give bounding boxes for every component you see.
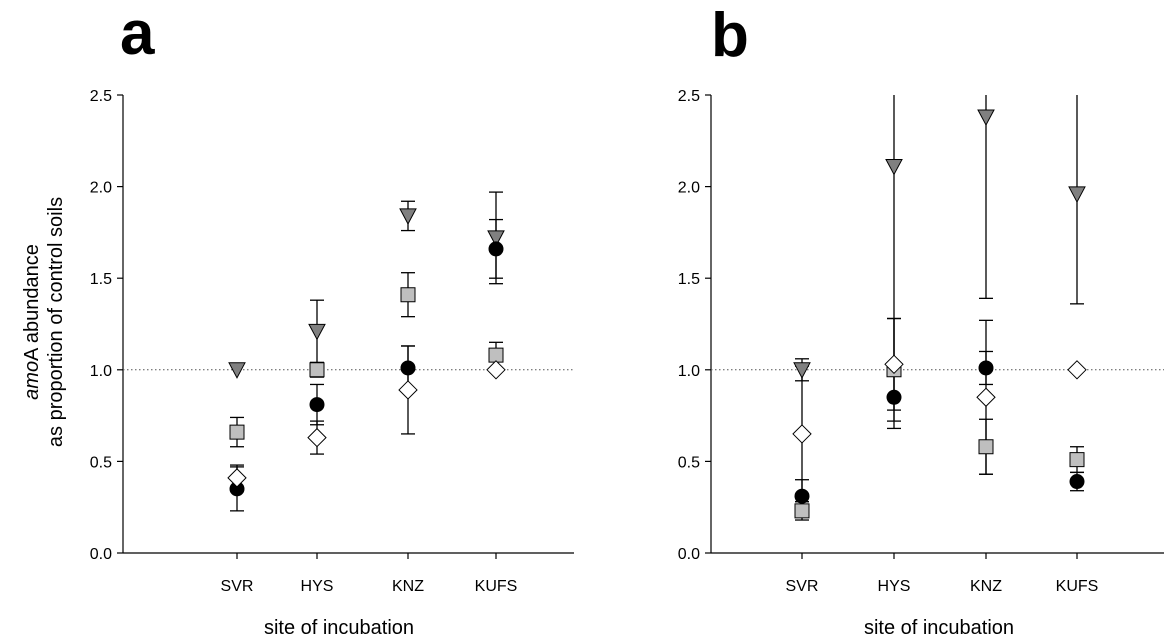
data-point-diamond [486, 360, 506, 380]
data-point-diamond [884, 354, 904, 375]
x-tick-label: SVR [786, 578, 819, 595]
data-point-square [229, 424, 245, 440]
y-tick-label: 0.0 [678, 546, 700, 563]
y-tick-label: 2.5 [678, 88, 700, 105]
data-point-square [309, 362, 325, 378]
data-point-triangle-down [487, 230, 505, 247]
y-axis-title-rest: A abundance [21, 244, 43, 361]
y-tick-label: 2.0 [90, 180, 112, 197]
data-point-triangle-down [228, 362, 246, 379]
data-point-circle [309, 397, 325, 413]
data-point-diamond [307, 427, 327, 448]
data-point-diamond [227, 468, 247, 488]
data-point-diamond [398, 380, 418, 400]
data-point-triangle-down [1068, 186, 1086, 203]
data-point-square [400, 287, 416, 303]
data-point-triangle-down [977, 109, 995, 127]
data-point-circle [794, 488, 810, 504]
y-tick-label: 1.0 [90, 363, 112, 380]
panel-letter-a: a [120, 0, 155, 68]
y-tick-label: 2.0 [678, 180, 700, 197]
x-tick-label: HYS [878, 578, 911, 595]
data-point-diamond [976, 387, 996, 407]
x-axis-title-a: site of incubation [264, 617, 414, 639]
data-point-square [1069, 452, 1085, 468]
y-tick-label: 2.5 [90, 88, 112, 105]
x-tick-label: SVR [221, 578, 254, 595]
data-point-triangle-down [793, 362, 811, 379]
x-tick-label: KNZ [392, 578, 424, 595]
data-point-triangle-down [399, 208, 417, 225]
data-point-circle [488, 241, 504, 257]
x-tick-label: KNZ [970, 578, 1002, 595]
y-tick-label: 0.5 [678, 454, 700, 471]
y-axis-title-italic: amo [21, 361, 43, 400]
x-tick-label: HYS [301, 578, 334, 595]
data-point-circle [978, 360, 994, 376]
data-point-triangle-down [308, 323, 326, 341]
data-point-circle [886, 389, 902, 405]
data-point-circle [400, 360, 416, 376]
y-tick-label: 1.0 [678, 363, 700, 380]
y-axis-title-line2: as proportion of control soils [45, 197, 67, 447]
panel-letter-b: b [711, 1, 749, 70]
data-point-square [978, 439, 994, 455]
x-axis-title-b: site of incubation [864, 617, 1014, 639]
panel-b: b site of incubation 0.0 0.5 1.0 1.5 2.0 2.5 S… [678, 1, 1164, 639]
panel-a: a amoA abundance as proportion of contro… [21, 0, 574, 639]
y-axis-title: amoA abundance [21, 244, 43, 400]
data-point-triangle-down [885, 158, 903, 176]
data-point-diamond [1067, 360, 1087, 380]
data-point-circle [1069, 474, 1085, 490]
y-tick-label: 0.0 [90, 546, 112, 563]
data-point-square [488, 347, 504, 363]
y-tick-label: 1.5 [678, 271, 700, 288]
x-tick-label: KUFS [475, 578, 518, 595]
data-point-diamond [792, 424, 812, 444]
data-point-square [794, 503, 810, 519]
y-tick-label: 0.5 [90, 454, 112, 471]
x-tick-label: KUFS [1056, 578, 1099, 595]
y-tick-label: 1.5 [90, 271, 112, 288]
